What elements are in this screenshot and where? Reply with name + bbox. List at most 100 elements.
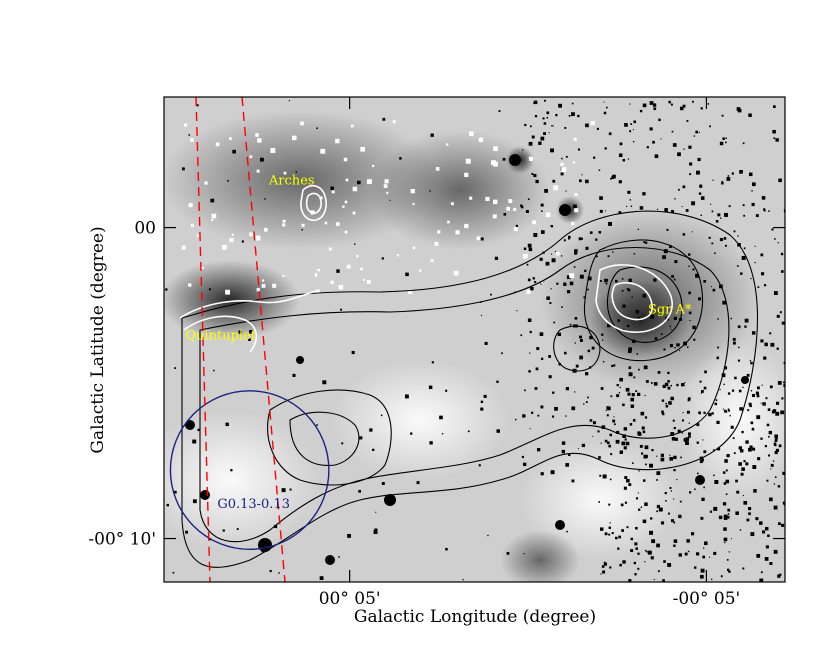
point-source: [577, 114, 580, 118]
point-source: [653, 278, 657, 282]
point-source: [667, 563, 672, 567]
point-source: [774, 450, 778, 455]
point-source: [726, 559, 729, 561]
point-source: [612, 174, 616, 179]
point-source: [700, 107, 703, 110]
point-source: [273, 524, 278, 529]
point-source: [773, 291, 778, 296]
point-source: [592, 421, 596, 425]
point-source: [533, 100, 538, 105]
point-source: [611, 364, 614, 368]
point-source: [232, 149, 236, 154]
plot-frame: [163, 96, 786, 583]
point-source: [627, 190, 631, 194]
point-source: [603, 101, 605, 103]
point-source: [760, 402, 762, 404]
point-source: [480, 237, 484, 241]
point-source: [405, 272, 409, 277]
point-source: [664, 208, 668, 212]
point-source: [603, 111, 607, 115]
point-source: [677, 429, 681, 433]
point-source: [315, 289, 320, 294]
point-source: [612, 251, 614, 253]
point-source: [703, 386, 707, 390]
point-source: [554, 250, 556, 253]
point-source: [480, 407, 484, 411]
point-source: [533, 173, 537, 178]
point-source: [238, 330, 242, 334]
point-source: [673, 278, 676, 281]
point-source: [574, 391, 576, 393]
point-source: [676, 478, 678, 481]
point-source: [656, 504, 661, 509]
point-source: [727, 392, 731, 395]
point-source: [624, 476, 628, 480]
point-source: [213, 369, 215, 372]
point-source: [613, 423, 616, 426]
point-source: [604, 439, 608, 443]
point-source: [642, 430, 646, 434]
point-source: [292, 135, 297, 141]
point-source: [623, 446, 627, 450]
point-source: [677, 152, 681, 157]
point-source: [585, 123, 589, 128]
point-source: [769, 332, 772, 335]
arches-contour: [305, 192, 322, 214]
point-source: [529, 125, 532, 128]
x-tick-label: 00° 05': [319, 589, 381, 609]
point-source: [725, 469, 728, 472]
point-source: [561, 441, 566, 445]
point-source: [630, 549, 634, 553]
point-source: [498, 110, 501, 112]
point-source: [598, 456, 601, 459]
point-source: [673, 455, 677, 460]
point-source: [777, 485, 781, 488]
point-source: [727, 409, 731, 412]
point-source: [622, 403, 625, 407]
point-source: [622, 158, 626, 162]
point-source: [664, 382, 669, 387]
point-source: [676, 383, 679, 387]
point-source: [663, 560, 666, 563]
point-source: [583, 403, 585, 405]
point-source: [708, 412, 712, 417]
point-source: [522, 462, 527, 467]
point-source: [770, 468, 772, 470]
point-source: [660, 138, 662, 140]
point-source: [384, 179, 389, 184]
point-source: [572, 204, 577, 209]
point-source: [669, 454, 671, 456]
point-source: [356, 254, 359, 258]
point-source: [506, 206, 511, 211]
point-source: [749, 404, 752, 408]
point-source: [539, 257, 543, 261]
point-source: [708, 236, 711, 239]
x-tick-label: -00° 05': [673, 589, 741, 609]
point-source: [626, 205, 628, 207]
point-source: [665, 210, 667, 212]
point-source: [579, 339, 583, 342]
point-source: [354, 243, 356, 245]
point-source: [579, 179, 582, 183]
point-source: [715, 220, 719, 223]
point-source: [493, 199, 498, 205]
point-source: [565, 155, 568, 158]
point-source: [735, 511, 739, 515]
point-source: [431, 361, 434, 364]
point-source: [760, 571, 763, 574]
point-source: [464, 172, 469, 177]
point-source: [540, 230, 545, 234]
point-source: [316, 424, 318, 426]
point-source: [697, 472, 699, 475]
point-source: [746, 518, 750, 522]
point-source: [605, 282, 608, 285]
point-source: [722, 408, 724, 410]
point-source: [476, 236, 481, 241]
point-source: [693, 338, 696, 341]
point-source: [360, 146, 365, 152]
point-source: [565, 415, 567, 417]
point-source: [569, 323, 572, 326]
point-source: [641, 426, 645, 430]
point-source: [671, 210, 675, 214]
point-source: [688, 291, 691, 295]
